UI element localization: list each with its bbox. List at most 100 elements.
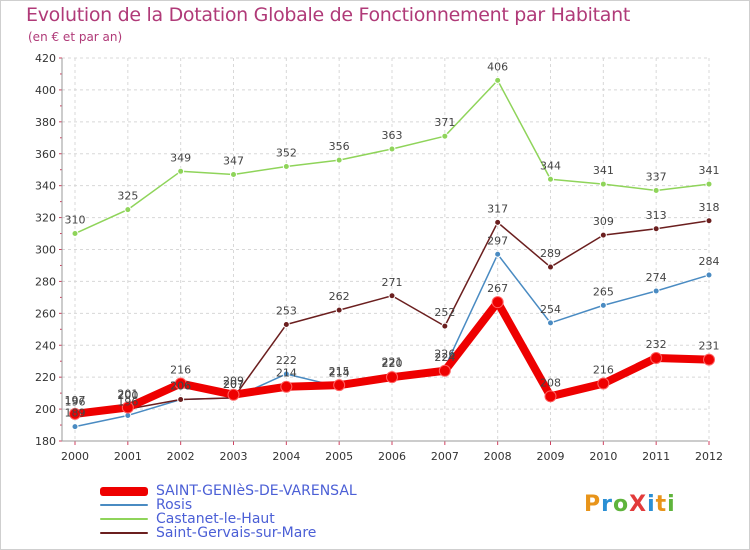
x-tick-label: 2004 xyxy=(272,450,300,463)
legend-item: Saint-Gervais-sur-Mare xyxy=(100,525,357,541)
legend-item: Castanet-le-Haut xyxy=(100,511,357,527)
data-label: 220 xyxy=(382,357,403,370)
data-point xyxy=(335,156,343,164)
logo-letter: t xyxy=(655,492,668,517)
data-point xyxy=(705,271,713,279)
data-point xyxy=(705,217,713,225)
legend-label: Rosis xyxy=(156,497,193,513)
logo-letter: r xyxy=(601,492,613,517)
data-point xyxy=(335,306,343,314)
y-tick-label: 420 xyxy=(35,52,56,65)
x-tick-label: 2007 xyxy=(431,450,459,463)
data-label: 262 xyxy=(329,290,350,303)
data-label: 356 xyxy=(329,140,350,153)
legend-label: SAINT-GENIèS-DE-VARENSAL xyxy=(156,483,357,499)
data-label: 215 xyxy=(329,365,350,378)
data-label: 208 xyxy=(540,376,561,389)
legend-label: Saint-Gervais-sur-Mare xyxy=(156,525,317,541)
data-label: 274 xyxy=(646,271,667,284)
data-point xyxy=(599,301,607,309)
data-label: 325 xyxy=(117,190,138,203)
legend-swatch xyxy=(100,518,148,520)
y-tick-label: 340 xyxy=(35,180,56,193)
data-label: 341 xyxy=(699,164,720,177)
chart-legend: SAINT-GENIèS-DE-VARENSAL Rosis Castanet-le… xyxy=(100,483,357,541)
data-point xyxy=(177,396,185,404)
data-label: 253 xyxy=(276,305,297,318)
y-tick-label: 380 xyxy=(35,116,56,129)
data-label: 317 xyxy=(487,202,508,215)
data-point xyxy=(230,170,237,178)
data-point xyxy=(597,377,610,390)
data-point xyxy=(282,163,290,171)
data-label: 197 xyxy=(65,394,86,407)
data-point xyxy=(282,370,290,378)
y-tick-label: 300 xyxy=(35,244,56,257)
data-point xyxy=(386,371,398,384)
data-label: 216 xyxy=(170,364,191,377)
y-tick-label: 360 xyxy=(35,148,56,161)
data-label: 310 xyxy=(65,214,86,227)
data-point xyxy=(652,287,660,295)
data-label: 352 xyxy=(276,147,297,160)
data-label: 289 xyxy=(540,247,561,260)
data-label: 224 xyxy=(434,351,455,364)
data-point xyxy=(599,231,607,239)
data-label: 201 xyxy=(117,387,138,400)
data-point xyxy=(441,132,449,140)
data-label: 349 xyxy=(170,151,191,164)
data-point xyxy=(282,321,290,329)
y-tick-label: 200 xyxy=(35,403,56,416)
data-point xyxy=(547,263,554,271)
data-point xyxy=(652,186,660,194)
data-point xyxy=(333,379,346,392)
data-label: 267 xyxy=(487,282,508,295)
logo-letter: i xyxy=(647,492,656,517)
data-label: 265 xyxy=(593,285,614,298)
data-label: 200 xyxy=(117,389,138,402)
data-point xyxy=(494,250,502,258)
data-label: 196 xyxy=(65,395,86,408)
x-tick-label: 2005 xyxy=(325,450,353,463)
data-label: 216 xyxy=(593,364,614,377)
data-label: 252 xyxy=(434,306,455,319)
data-label: 207 xyxy=(223,378,244,391)
data-label: 371 xyxy=(434,116,455,129)
data-point xyxy=(71,230,79,238)
data-label: 313 xyxy=(646,209,667,222)
data-label: 284 xyxy=(699,255,720,268)
data-point xyxy=(494,76,502,84)
data-point xyxy=(544,390,557,403)
data-point xyxy=(121,401,134,414)
data-label: 232 xyxy=(646,338,667,351)
legend-swatch xyxy=(100,532,148,534)
data-label: 222 xyxy=(276,354,297,367)
data-point xyxy=(174,377,187,390)
data-point xyxy=(388,292,396,300)
data-label: 341 xyxy=(593,164,614,177)
data-point xyxy=(227,388,240,401)
data-label: 347 xyxy=(223,154,244,167)
data-label: 309 xyxy=(593,215,614,228)
data-label: 189 xyxy=(65,407,86,420)
y-tick-label: 320 xyxy=(35,212,56,225)
data-label: 344 xyxy=(540,159,561,172)
data-label: 363 xyxy=(382,129,403,142)
data-point xyxy=(177,167,185,175)
data-point xyxy=(547,175,554,183)
x-tick-label: 2010 xyxy=(589,450,617,463)
data-point xyxy=(547,319,554,327)
data-point xyxy=(652,225,660,233)
data-label: 214 xyxy=(276,367,297,380)
y-tick-label: 400 xyxy=(35,84,56,97)
data-point xyxy=(69,407,81,420)
data-point xyxy=(599,180,607,188)
y-tick-label: 240 xyxy=(35,339,56,352)
data-label: 406 xyxy=(487,60,508,73)
x-tick-label: 2006 xyxy=(378,450,406,463)
y-tick-label: 280 xyxy=(35,275,56,288)
data-label: 254 xyxy=(540,303,561,316)
data-point xyxy=(71,423,79,431)
x-tick-label: 2008 xyxy=(484,450,512,463)
